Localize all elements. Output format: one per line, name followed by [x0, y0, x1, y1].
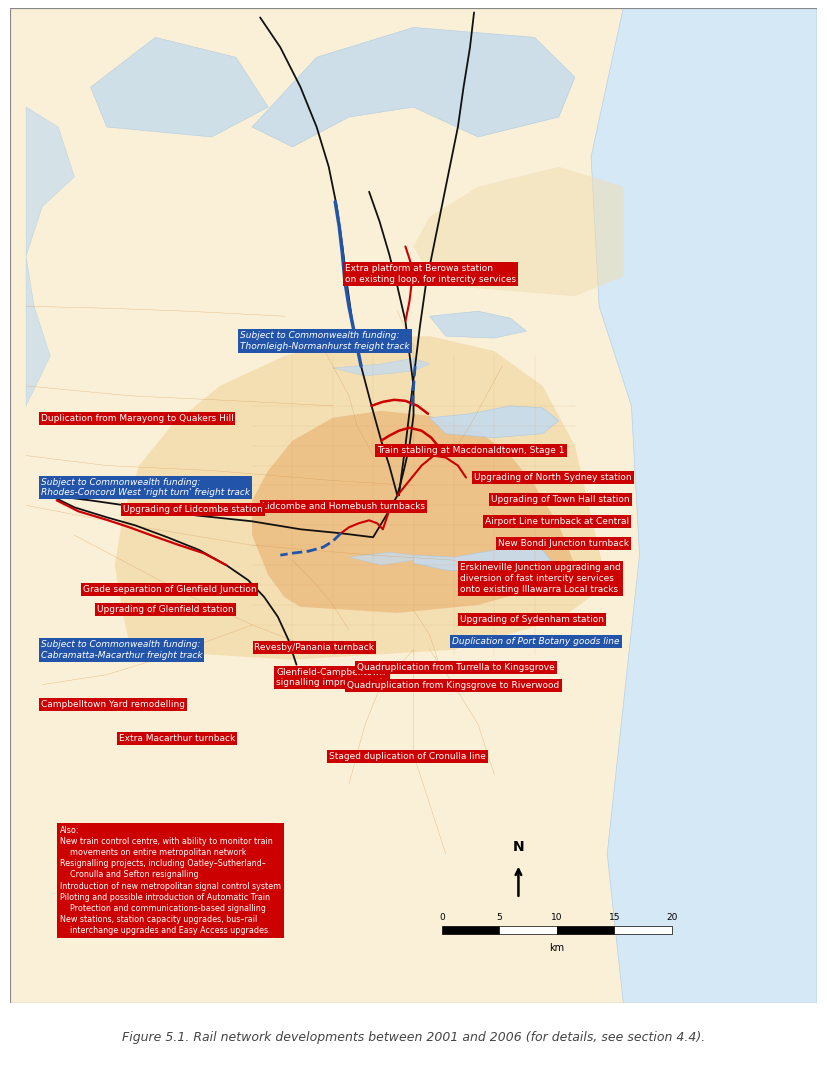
Bar — [442, 926, 500, 934]
Text: Erskineville Junction upgrading and
diversion of fast intercity services
onto ex: Erskineville Junction upgrading and dive… — [461, 563, 621, 593]
Text: Duplication of Port Botany goods line: Duplication of Port Botany goods line — [452, 636, 619, 646]
Text: Quadruplication from Turrella to Kingsgrove: Quadruplication from Turrella to Kingsgr… — [357, 663, 555, 672]
Text: Revesby/Panania turnback: Revesby/Panania turnback — [255, 643, 375, 651]
Text: Airport Line turnback at Central: Airport Line turnback at Central — [485, 517, 629, 527]
Text: Upgrading of North Sydney station: Upgrading of North Sydney station — [474, 472, 632, 482]
Text: 0: 0 — [439, 913, 445, 922]
Polygon shape — [26, 256, 50, 406]
Text: Subject to Commonwealth funding:
Rhodes-Concord West 'right turn' freight track: Subject to Commonwealth funding: Rhodes-… — [41, 477, 250, 497]
Bar — [614, 926, 672, 934]
Text: Extra platform at Berowa station
on existing loop, for intercity services: Extra platform at Berowa station on exis… — [345, 264, 516, 284]
Polygon shape — [252, 411, 575, 613]
Text: Upgrading of Sydenham station: Upgrading of Sydenham station — [461, 615, 605, 623]
Text: km: km — [549, 942, 564, 953]
Text: 5: 5 — [496, 913, 502, 922]
Bar — [557, 926, 614, 934]
Text: 20: 20 — [666, 913, 677, 922]
Text: Subject to Commonwealth funding:
Thornleigh-Normanhurst freight track: Subject to Commonwealth funding: Thornle… — [240, 332, 409, 351]
Polygon shape — [414, 166, 624, 296]
Polygon shape — [430, 406, 559, 438]
Text: 10: 10 — [551, 913, 562, 922]
Polygon shape — [430, 311, 527, 338]
Text: Figure 5.1. Rail network developments between 2001 and 2006 (for details, see se: Figure 5.1. Rail network developments be… — [122, 1031, 705, 1044]
Text: Quadruplication from Kingsgrove to Riverwood: Quadruplication from Kingsgrove to River… — [347, 680, 560, 690]
Text: Upgrading of Town Hall station: Upgrading of Town Hall station — [491, 496, 629, 504]
Polygon shape — [591, 8, 817, 1003]
Text: Upgrading of Glenfield station: Upgrading of Glenfield station — [97, 605, 234, 614]
Polygon shape — [414, 545, 551, 573]
Text: Extra Macarthur turnback: Extra Macarthur turnback — [119, 734, 235, 744]
Text: Subject to Commonwealth funding:
Cabramatta-Macarthur freight track: Subject to Commonwealth funding: Cabrama… — [41, 640, 203, 660]
Text: Campbelltown Yard remodelling: Campbelltown Yard remodelling — [41, 700, 184, 708]
Text: Lidcombe and Homebush turnbacks: Lidcombe and Homebush turnbacks — [262, 502, 425, 512]
Bar — [500, 926, 557, 934]
Text: New Bondi Junction turnback: New Bondi Junction turnback — [498, 540, 629, 548]
Text: Staged duplication of Cronulla line: Staged duplication of Cronulla line — [329, 752, 485, 762]
Text: Grade separation of Glenfield Junction: Grade separation of Glenfield Junction — [83, 585, 256, 594]
Polygon shape — [349, 553, 414, 565]
Polygon shape — [91, 38, 268, 137]
Text: Glenfield-Campbelltown
signalling improvements: Glenfield-Campbelltown signalling improv… — [276, 667, 389, 688]
Text: Train stabling at Macdonaldtown, Stage 1: Train stabling at Macdonaldtown, Stage 1 — [377, 445, 565, 455]
Polygon shape — [252, 28, 575, 147]
Text: N: N — [513, 840, 524, 854]
Text: Upgrading of Lidcombe station: Upgrading of Lidcombe station — [123, 505, 263, 514]
Text: Duplication from Marayong to Quakers Hill: Duplication from Marayong to Quakers Hil… — [41, 414, 233, 423]
Text: Also:
New train control centre, with ability to monitor train
    movements on e: Also: New train control centre, with abi… — [60, 826, 281, 935]
Text: 15: 15 — [609, 913, 620, 922]
Polygon shape — [115, 336, 607, 660]
Polygon shape — [26, 107, 74, 256]
Polygon shape — [332, 358, 430, 376]
